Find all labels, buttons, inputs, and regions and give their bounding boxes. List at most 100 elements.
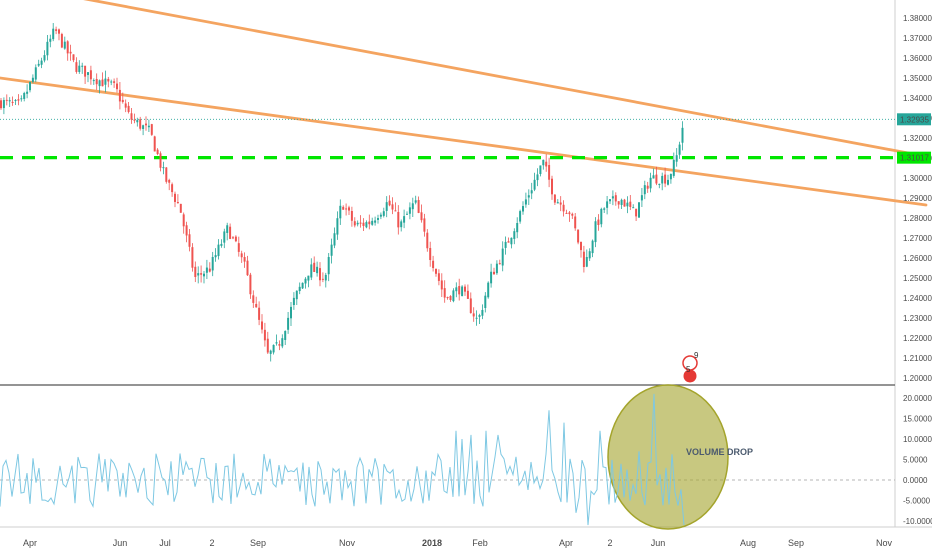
time-tick-label: Sep [250, 538, 266, 548]
candle-body [420, 212, 423, 221]
candle-body [321, 278, 324, 280]
candle-body [632, 207, 635, 209]
events-badge[interactable]: 9 5 [682, 351, 699, 383]
candle-body [458, 286, 461, 295]
time-tick-label: Nov [339, 538, 356, 548]
candle-body [580, 241, 582, 251]
candle-body [261, 321, 263, 330]
candle-body [147, 125, 150, 128]
candle-body [75, 62, 78, 72]
candle-body [635, 208, 638, 217]
candle-body [159, 153, 162, 168]
candle-body [217, 244, 220, 257]
candle-body [597, 219, 600, 225]
candle-body [487, 282, 490, 298]
candle-body [301, 282, 304, 289]
time-tick-label: Sep [788, 538, 804, 548]
time-tick-label: Jun [113, 538, 128, 548]
time-tick-label: 2 [607, 538, 612, 548]
candle-body [240, 253, 243, 258]
candle-body [116, 83, 118, 90]
candle-body [17, 99, 20, 101]
candle-body [110, 81, 113, 83]
candle-body [113, 81, 116, 83]
candle-body [191, 247, 194, 268]
candle-body [266, 338, 269, 353]
candle-body [545, 161, 548, 167]
price-tick-label: 1.23000 [903, 314, 932, 323]
oscillator-tick-label: 15.0000 [903, 415, 932, 424]
candle-body [29, 81, 31, 91]
candle-body [371, 220, 374, 225]
candle-body [423, 218, 426, 232]
candle-body [313, 262, 316, 272]
candle-body [591, 240, 594, 254]
candle-body [513, 231, 516, 239]
candle-body [678, 144, 681, 155]
time-tick-label: Aug [740, 538, 756, 548]
time-tick-label: Jul [159, 538, 171, 548]
candle-body [200, 273, 203, 275]
time-tick-label: Feb [472, 538, 488, 548]
candle-body [640, 195, 643, 201]
candle-body [382, 211, 385, 216]
oscillator-pane[interactable]: VOLUME DROP [0, 384, 895, 530]
candle-body [20, 98, 23, 100]
candle-body [60, 34, 63, 48]
candle-body [432, 260, 435, 269]
candle-body [133, 119, 136, 121]
candle-body [174, 193, 176, 202]
price-pane[interactable] [0, 0, 928, 362]
candle-body [655, 174, 658, 184]
price-axis[interactable]: 1.380001.370001.360001.350001.340001.330… [897, 14, 932, 383]
candle-body [49, 38, 52, 42]
candle-body [600, 208, 603, 225]
time-axis[interactable]: Apr Jun Jul 2 Sep Nov 2018 Feb Apr 2 Jun Aug Sep Nov [23, 538, 893, 548]
price-tick-label: 1.22000 [903, 334, 932, 343]
candle-body [182, 214, 185, 227]
candle-body [553, 194, 556, 203]
candle-body [237, 243, 240, 252]
candle-body [263, 329, 266, 341]
candle-body [533, 179, 536, 190]
candle-body [385, 202, 388, 211]
candle-body [681, 127, 684, 143]
oscillator-tick-label: 20.0000 [903, 394, 932, 403]
candle-body [208, 268, 211, 272]
price-tick-label: 1.29000 [903, 194, 932, 203]
candle-body [203, 273, 205, 277]
candle-body [327, 257, 330, 275]
candle-body [362, 222, 365, 226]
candle-body [72, 54, 75, 61]
oscillator-axis[interactable]: 20.0000 15.0000 10.0000 5.0000 0.0000 -5.0000… [903, 394, 932, 526]
candle-body [562, 204, 565, 212]
price-tick-label: 1.38000 [903, 14, 932, 23]
candle-body [368, 221, 371, 225]
candle-body [234, 236, 237, 242]
event-marker-icon[interactable] [683, 369, 697, 383]
candle-body [78, 65, 81, 72]
candle-body [52, 28, 55, 40]
candle-body [359, 222, 362, 224]
support-price-badge [897, 151, 931, 164]
candle-body [34, 67, 37, 80]
candle-body [542, 159, 545, 166]
candle-body [585, 257, 588, 267]
price-tick-label: 1.36000 [903, 54, 932, 63]
candle-body [388, 200, 391, 206]
candle-body [185, 225, 188, 236]
oscillator-tick-label: -10.0000 [903, 517, 932, 526]
candle-body [162, 167, 165, 169]
volume-drop-ellipse[interactable] [607, 384, 729, 530]
oscillator-tick-label: 5.0000 [903, 456, 928, 465]
trendline-lower[interactable] [0, 76, 928, 207]
candle-body [429, 247, 432, 261]
candle-body [356, 222, 359, 225]
price-tick-label: 1.20000 [903, 374, 932, 383]
candle-body [498, 263, 501, 265]
candle-body [176, 202, 179, 204]
candle-body [46, 41, 49, 56]
time-tick-label: 2 [209, 538, 214, 548]
trendline-upper[interactable] [0, 0, 928, 158]
